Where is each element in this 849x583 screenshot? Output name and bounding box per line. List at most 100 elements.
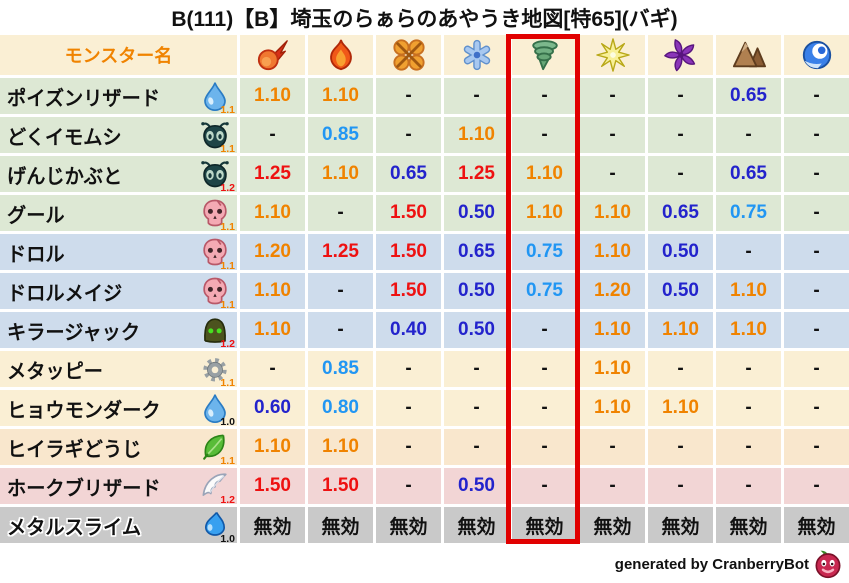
monster-name: ヒョウモンダーク [7, 399, 161, 422]
resistance-value-cell: 無効 [580, 507, 645, 543]
resistance-value-cell: 0.40 [376, 312, 441, 348]
resistance-value-cell: 0.65 [444, 234, 509, 270]
monster-rank-badge: 1.2 [220, 493, 235, 504]
resistance-value-cell: - [648, 117, 713, 153]
resistance-value-cell: 0.75 [716, 195, 781, 231]
resistance-value-cell: - [308, 312, 373, 348]
resistance-value-cell: 1.10 [240, 78, 305, 114]
resistance-value-cell: - [784, 312, 849, 348]
monster-rank-badge: 1.1 [220, 259, 235, 270]
resistance-value-cell: 1.10 [580, 234, 645, 270]
monster-name-cell: メタルスライム 1.0 [0, 507, 237, 543]
resistance-value-cell: 1.10 [716, 273, 781, 309]
element-header-burst-icon [376, 35, 441, 75]
resistance-value-cell: 0.75 [512, 273, 577, 309]
resistance-value-cell: - [308, 195, 373, 231]
resistance-value-cell: 1.10 [580, 195, 645, 231]
resistance-value-cell: - [784, 156, 849, 192]
skull-icon: 1.1 [200, 236, 235, 270]
resistance-value-cell: - [716, 234, 781, 270]
monster-name: ヒイラギどうじ [7, 438, 142, 461]
monster-name-cell: ドロルメイジ 1.1 [0, 273, 237, 309]
monster-name-cell: ヒョウモンダーク 1.0 [0, 390, 237, 426]
resistance-value-cell: 0.50 [648, 234, 713, 270]
resistance-value-cell: 1.10 [240, 273, 305, 309]
monster-rank-badge: 1.2 [220, 181, 235, 192]
slime-icon: 1.0 [200, 509, 235, 543]
monster-name: どくイモムシ [7, 126, 122, 149]
resistance-value-cell: - [784, 234, 849, 270]
element-header-snowflake-icon [444, 35, 509, 75]
resistance-value-cell: - [512, 117, 577, 153]
monster-name-cell: キラージャック 1.2 [0, 312, 237, 348]
resistance-value-cell: 1.10 [580, 390, 645, 426]
monster-name-cell: メタッピー 1.1 [0, 351, 237, 387]
resistance-value-cell: 無効 [444, 507, 509, 543]
resistance-value-cell: - [784, 468, 849, 504]
resistance-value-cell: 0.50 [444, 312, 509, 348]
monster-name-cell: ヒイラギどうじ 1.1 [0, 429, 237, 465]
monster-name: げんじかぶと [7, 165, 123, 188]
resistance-value-cell: - [648, 156, 713, 192]
resistance-value-cell: - [784, 195, 849, 231]
resistance-value-cell: 1.50 [376, 195, 441, 231]
monster-name-cell: ホークブリザード 1.2 [0, 468, 237, 504]
monster-name: グール [7, 204, 65, 227]
bug-icon: 1.2 [200, 158, 235, 192]
resistance-value-cell: 1.10 [308, 156, 373, 192]
resistance-value-cell: - [648, 429, 713, 465]
resistance-value-cell: - [648, 468, 713, 504]
resistance-value-cell: 0.50 [648, 273, 713, 309]
monster-rank-badge: 1.0 [220, 415, 235, 426]
monster-name: ドロルメイジ [7, 282, 123, 305]
monster-name-cell: げんじかぶと 1.2 [0, 156, 237, 192]
resistance-value-cell: - [512, 390, 577, 426]
water-drop-icon: 1.0 [200, 392, 235, 426]
resistance-value-cell: - [376, 390, 441, 426]
element-header-tornado-icon [512, 35, 577, 75]
resistance-value-cell: 1.10 [580, 312, 645, 348]
wing-icon: 1.2 [200, 470, 235, 504]
element-header-flame-icon [308, 35, 373, 75]
monster-name: メタルスライム [7, 516, 142, 539]
resistance-value-cell: 1.10 [240, 429, 305, 465]
resistance-value-cell: - [784, 390, 849, 426]
resistance-value-cell: - [716, 429, 781, 465]
resistance-value-cell: 1.20 [580, 273, 645, 309]
resistance-value-cell: 1.10 [580, 351, 645, 387]
monster-rank-badge: 1.1 [220, 142, 235, 153]
resistance-value-cell: - [512, 429, 577, 465]
resistance-value-cell: 1.25 [308, 234, 373, 270]
resistance-value-cell: - [376, 351, 441, 387]
cranberry-icon [813, 549, 843, 579]
flame-icon [324, 38, 358, 72]
hood-icon: 1.2 [200, 314, 235, 348]
resistance-value-cell: 無効 [376, 507, 441, 543]
resistance-value-cell: 1.10 [648, 390, 713, 426]
resistance-value-cell: - [376, 117, 441, 153]
resistance-value-cell: - [444, 78, 509, 114]
resistance-value-cell: - [444, 429, 509, 465]
footer: generated by CranberryBot [0, 545, 849, 583]
resistance-value-cell: - [784, 273, 849, 309]
resistance-value-cell: - [308, 273, 373, 309]
resistance-value-cell: 無効 [512, 507, 577, 543]
skull-icon: 1.1 [200, 275, 235, 309]
resistance-value-cell: 0.50 [444, 195, 509, 231]
element-header-fireball-icon [240, 35, 305, 75]
resistance-value-cell: - [716, 351, 781, 387]
resistance-value-cell: 無効 [308, 507, 373, 543]
bug-icon: 1.1 [200, 119, 235, 153]
resistance-value-cell: 無効 [784, 507, 849, 543]
resistance-value-cell: 1.10 [308, 78, 373, 114]
resistance-value-cell: - [580, 429, 645, 465]
water-drop-icon: 1.1 [200, 80, 235, 114]
monster-name-cell: どくイモムシ 1.1 [0, 117, 237, 153]
resistance-value-cell: - [512, 312, 577, 348]
resistance-value-cell: 1.50 [376, 273, 441, 309]
monster-name-cell: ドロル 1.1 [0, 234, 237, 270]
resistance-value-cell: 0.60 [240, 390, 305, 426]
leaf-icon: 1.1 [200, 431, 235, 465]
resistance-value-cell: 0.85 [308, 117, 373, 153]
resistance-value-cell: - [716, 468, 781, 504]
